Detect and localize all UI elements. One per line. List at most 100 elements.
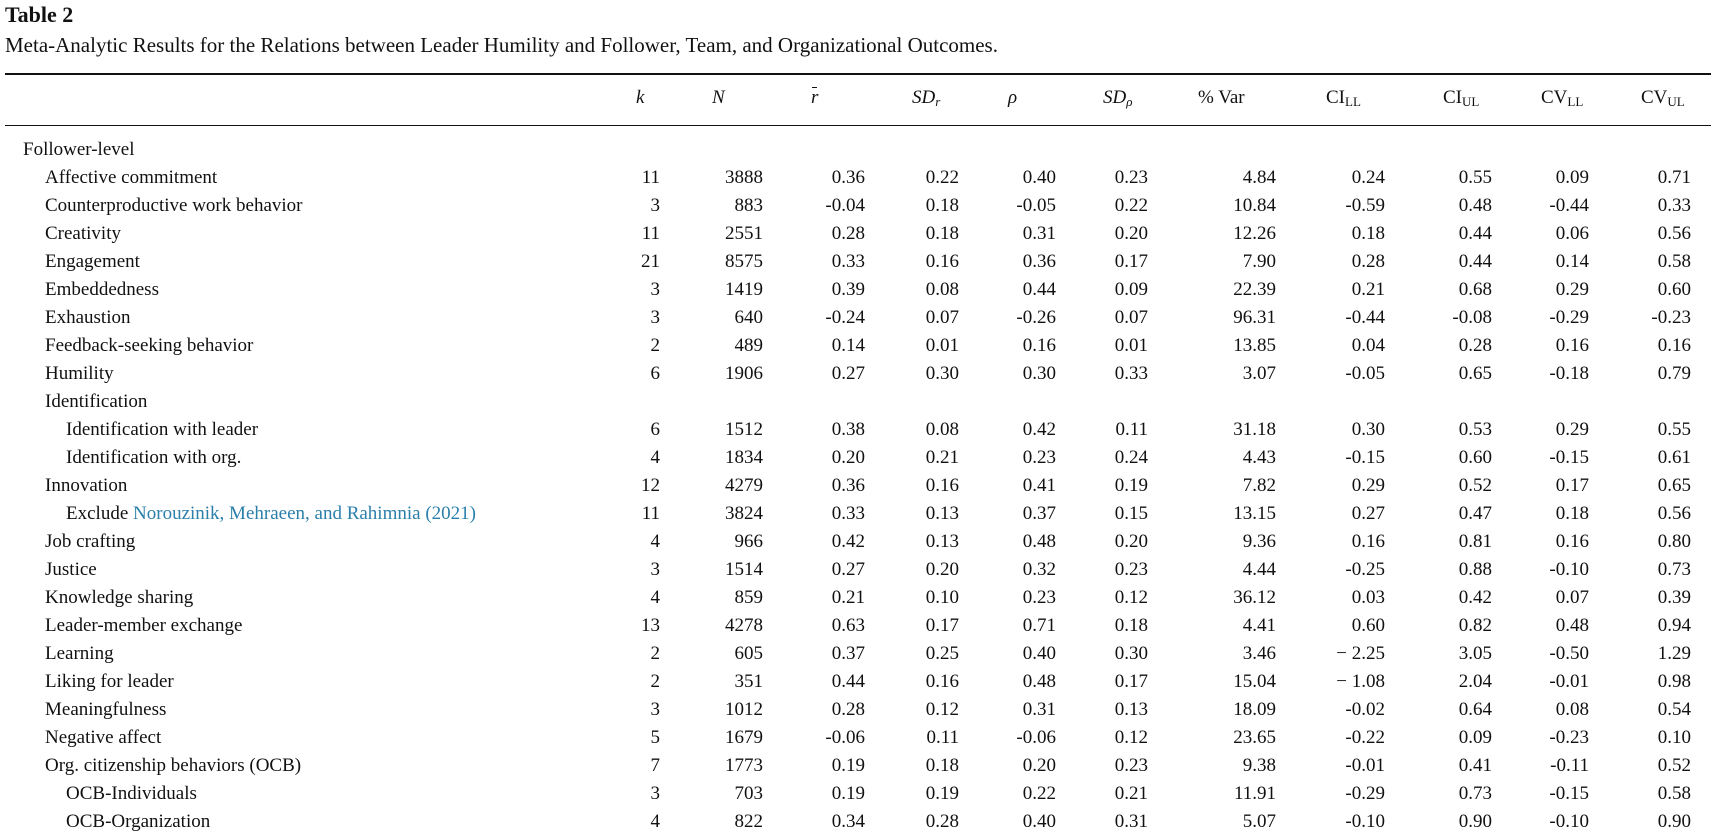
cell-ciul: 0.09 <box>1458 727 1492 748</box>
cell-cvul: 0.90 <box>1657 811 1691 832</box>
cell-cvul: 0.65 <box>1657 475 1691 496</box>
cell-rbar: 0.19 <box>831 783 865 804</box>
cell-cvul: 0.52 <box>1657 755 1691 776</box>
row-label: Justice <box>45 559 97 580</box>
cell-k: 4 <box>650 531 661 552</box>
cell-cvll: -0.15 <box>1549 447 1589 468</box>
col-header-k: k <box>636 87 645 108</box>
cell-cill: − 1.08 <box>1336 671 1385 692</box>
table-row: Identification with leader 6 1512 0.38 0.08 0… <box>5 416 1711 444</box>
cell-var: 11.91 <box>1233 783 1276 804</box>
cell-k: 5 <box>650 727 661 748</box>
row-label: Knowledge sharing <box>45 587 194 608</box>
cell-cill: -0.29 <box>1345 783 1385 804</box>
cell-rbar: 0.28 <box>831 223 865 244</box>
cell-sdr: 0.28 <box>925 811 959 832</box>
cell-N: 1419 <box>725 279 763 300</box>
cell-var: 5.07 <box>1242 811 1276 832</box>
cell-k: 3 <box>650 783 661 804</box>
cell-ciul: 0.48 <box>1458 195 1492 216</box>
row-label: Job crafting <box>45 531 136 552</box>
cell-sdr: 0.13 <box>925 531 959 552</box>
section-row: Follower-level <box>5 136 1711 164</box>
cell-rbar: -0.06 <box>825 727 865 748</box>
cell-var: 10.84 <box>1233 195 1276 216</box>
cell-cill: 0.24 <box>1351 167 1385 188</box>
cell-k: 6 <box>650 419 661 440</box>
cell-rho: 0.40 <box>1022 643 1056 664</box>
cell-k: 6 <box>650 363 661 384</box>
cell-rbar: 0.19 <box>831 755 865 776</box>
cell-sdrho: 0.17 <box>1114 671 1148 692</box>
cell-var: 4.41 <box>1242 615 1276 636</box>
cell-sdrho: 0.30 <box>1114 643 1148 664</box>
cell-N: 859 <box>734 587 764 608</box>
cell-sdrho: 0.21 <box>1114 783 1148 804</box>
cell-rho: 0.30 <box>1022 363 1056 384</box>
cell-sdr: 0.16 <box>925 671 959 692</box>
row-label: Innovation <box>45 475 128 496</box>
cell-rbar: 0.27 <box>831 559 865 580</box>
cell-sdr: 0.18 <box>925 195 959 216</box>
cell-var: 23.65 <box>1233 727 1276 748</box>
table-row: Exhaustion 3 640 -0.24 0.07 -0.26 0.07 96.31 -0.… <box>5 304 1711 332</box>
cell-rho: 0.48 <box>1022 671 1056 692</box>
col-header-cill: CILL <box>1326 87 1361 109</box>
cell-sdr: 0.18 <box>925 755 959 776</box>
cell-sdrho: 0.24 <box>1114 447 1148 468</box>
cell-ciul: 0.73 <box>1458 783 1492 804</box>
cell-cvul: 0.39 <box>1657 587 1691 608</box>
cell-cvll: -0.23 <box>1549 727 1589 748</box>
cell-cill: -0.15 <box>1345 447 1385 468</box>
cell-cvul: 0.80 <box>1657 531 1691 552</box>
table-row: Innovation 12 4279 0.36 0.16 0.41 0.19 7.82 0.29… <box>5 472 1711 500</box>
cell-sdr: 0.08 <box>925 279 959 300</box>
table-row: Job crafting 4 966 0.42 0.13 0.48 0.20 9.36 0.16… <box>5 528 1711 556</box>
cell-sdr: 0.10 <box>925 587 959 608</box>
cell-cill: -0.44 <box>1345 307 1385 328</box>
cell-k: 21 <box>641 251 660 272</box>
cell-cill: 0.30 <box>1351 419 1385 440</box>
cell-cill: -0.05 <box>1345 363 1385 384</box>
cell-rbar: 0.39 <box>831 279 865 300</box>
cell-rbar: 0.27 <box>831 363 865 384</box>
row-label: Identification with org. <box>66 447 242 468</box>
cell-cvll: 0.07 <box>1555 587 1589 608</box>
cell-var: 13.85 <box>1233 335 1276 356</box>
cell-k: 11 <box>641 223 660 244</box>
cell-cill: 0.60 <box>1351 615 1385 636</box>
cell-var: 9.36 <box>1242 531 1276 552</box>
cell-rbar: 0.21 <box>831 587 865 608</box>
cell-ciul: 0.28 <box>1458 335 1492 356</box>
cell-sdrho: 0.23 <box>1114 167 1148 188</box>
cell-sdrho: 0.18 <box>1114 615 1148 636</box>
cell-cvll: 0.14 <box>1555 251 1589 272</box>
cell-var: 22.39 <box>1233 279 1276 300</box>
cell-k: 11 <box>641 167 660 188</box>
cell-sdr: 0.18 <box>925 223 959 244</box>
cell-rho: -0.26 <box>1016 307 1056 328</box>
cell-rho: 0.23 <box>1022 447 1056 468</box>
cell-var: 13.15 <box>1233 503 1276 524</box>
row-label: Exclude Norouzinik, Mehraeen, and Rahimn… <box>66 503 476 524</box>
cell-rbar: -0.24 <box>825 307 865 328</box>
cell-k: 4 <box>650 447 661 468</box>
cell-ciul: 0.65 <box>1458 363 1492 384</box>
cell-sdrho: 0.13 <box>1114 699 1148 720</box>
citation-link[interactable]: Norouzinik, Mehraeen, and Rahimnia (2021… <box>133 503 476 524</box>
cell-ciul: 0.42 <box>1458 587 1492 608</box>
cell-cill: 0.16 <box>1351 531 1385 552</box>
col-header-sdr: SDr <box>912 87 941 109</box>
cell-rho: 0.22 <box>1022 783 1056 804</box>
cell-N: 3824 <box>725 503 763 524</box>
cell-cvll: -0.10 <box>1549 559 1589 580</box>
cell-cvll: -0.11 <box>1550 755 1589 776</box>
cell-cvul: 0.56 <box>1657 223 1691 244</box>
cell-sdrho: 0.12 <box>1114 587 1148 608</box>
cell-cvll: -0.15 <box>1549 783 1589 804</box>
cell-N: 1906 <box>725 363 763 384</box>
row-label: Creativity <box>45 223 121 244</box>
cell-cvul: 0.73 <box>1657 559 1691 580</box>
cell-sdr: 0.16 <box>925 475 959 496</box>
cell-cill: -0.10 <box>1345 811 1385 832</box>
